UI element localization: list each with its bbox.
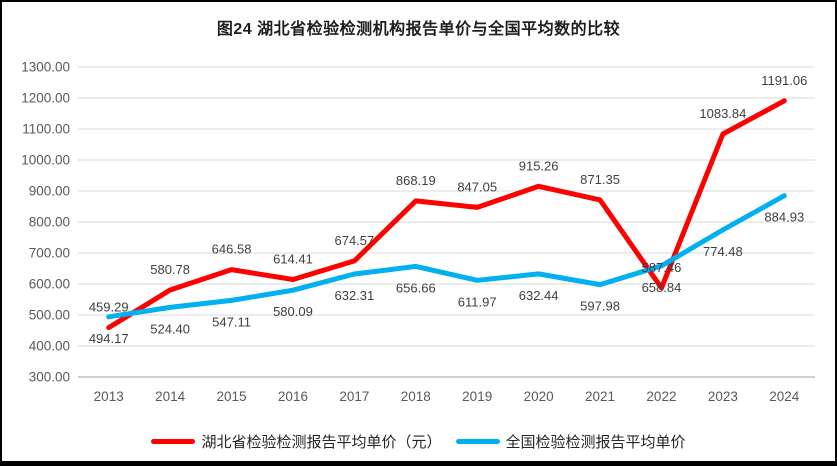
data-label-national: 611.97 [458, 294, 497, 309]
data-label-hubei: 847.05 [457, 179, 497, 194]
data-label-hubei: 871.35 [580, 172, 620, 187]
x-tick-label: 2021 [585, 389, 615, 404]
legend-item-hubei: 湖北省检验检测报告平均单价（元） [151, 431, 442, 452]
y-tick-label: 500.00 [29, 308, 70, 323]
y-tick-label: 1000.00 [21, 153, 70, 168]
legend-item-national: 全国检验检测报告平均单价 [455, 431, 686, 452]
data-label-national: 658.84 [642, 280, 682, 295]
x-tick-label: 2016 [278, 389, 308, 404]
x-tick-label: 2019 [462, 389, 492, 404]
y-tick-label: 600.00 [29, 277, 70, 292]
data-label-hubei: 915.26 [519, 158, 559, 173]
data-label-national: 632.31 [334, 288, 374, 303]
y-tick-label: 1300.00 [21, 60, 70, 75]
data-label-hubei: 614.41 [273, 252, 313, 267]
data-label-national: 524.40 [150, 321, 190, 336]
x-tick-label: 2017 [339, 389, 369, 404]
data-label-national: 884.93 [764, 210, 804, 225]
y-tick-label: 800.00 [29, 215, 70, 230]
x-tick-label: 2023 [708, 389, 738, 404]
legend-label-hubei: 湖北省检验检测报告平均单价（元） [201, 434, 442, 451]
series-line-hubei [106, 98, 787, 331]
data-label-national: 632.44 [519, 288, 559, 303]
x-tick-label: 2020 [524, 389, 554, 404]
x-tick-label: 2022 [646, 389, 676, 404]
legend-label-national: 全国检验检测报告平均单价 [505, 434, 686, 451]
y-tick-label: 700.00 [29, 246, 70, 261]
data-label-national: 494.17 [89, 331, 129, 346]
data-label-hubei: 459.29 [89, 300, 129, 315]
data-label-hubei: 868.19 [396, 173, 436, 188]
legend-swatch-national-line [455, 439, 500, 444]
series-line-national [106, 193, 787, 320]
data-label-national: 656.66 [396, 280, 436, 295]
chart-title: 图24 湖北省检验检测机构报告单价与全国平均数的比较 [216, 21, 621, 38]
line-chart-svg: 300.00 400.00 500.00 600.00 700.00 800.00 900.… [21, 60, 815, 404]
x-tick-label: 2024 [769, 389, 800, 404]
legend-swatch-hubei-line [151, 439, 196, 444]
y-tick-label: 400.00 [29, 339, 70, 354]
x-tick-label: 2014 [155, 389, 186, 404]
chart-legend: 湖北省检验检测报告平均单价（元） 全国检验检测报告平均单价 [2, 431, 835, 452]
y-tick-label: 300.00 [29, 370, 70, 385]
x-tick-label: 2015 [217, 389, 247, 404]
y-tick-label: 900.00 [29, 184, 70, 199]
data-label-hubei: 1191.06 [761, 73, 807, 88]
x-tick-label: 2013 [94, 389, 124, 404]
data-label-national: 774.48 [703, 244, 743, 259]
data-label-national: 547.11 [212, 314, 251, 329]
y-tick-label: 1200.00 [21, 91, 70, 106]
data-label-hubei: 1083.84 [699, 106, 746, 121]
data-label-hubei: 674.57 [334, 233, 374, 248]
y-tick-label: 1100.00 [22, 122, 70, 137]
data-label-hubei: 587.46 [642, 260, 682, 275]
data-label-national: 580.09 [273, 304, 313, 319]
x-tick-label: 2018 [401, 389, 431, 404]
data-label-hubei: 646.58 [212, 242, 252, 257]
data-label-hubei: 580.78 [150, 262, 190, 277]
data-label-national: 597.98 [580, 299, 620, 314]
